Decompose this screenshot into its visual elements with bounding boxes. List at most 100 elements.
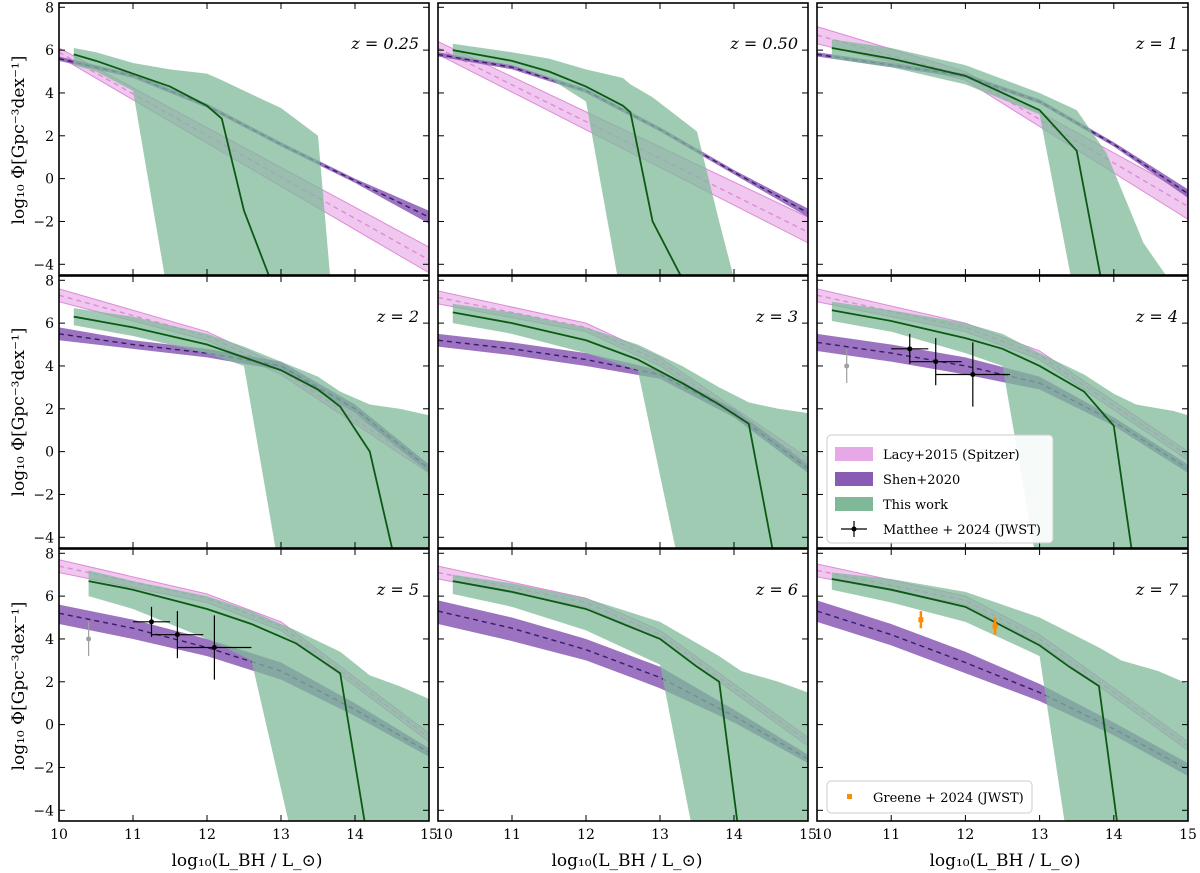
thiswork-line [73,315,393,548]
thiswork-band [831,572,1188,821]
legend-main: Lacy+2015 (Spitzer) Shen+2020 This work Mat… [826,434,1054,544]
thiswork-line [831,578,1118,821]
y-tick-label: 2 [45,402,54,418]
panel-8: 10 11 12 13 14 15 z = 6 [435,548,817,843]
thiswork-band [73,308,429,548]
legend-swatch-shen [835,472,873,486]
greene-point-2 [992,617,998,635]
y-tick-label: −2 [33,487,54,503]
legend-swatch-thiswork [835,497,873,511]
panel-5: z = 3 [437,275,809,549]
greene-point-marker [918,617,924,623]
y-tick-label: 6 [45,589,54,605]
y-tick-label: 8 [45,546,54,562]
panel-frame [816,548,1189,822]
matthee-point-2-marker [174,632,180,638]
plot-area [438,40,808,275]
x-tick-label: 12 [198,827,216,843]
matthee-point-2 [151,611,204,659]
x-tick-label: 11 [503,827,521,843]
thiswork-line [452,49,682,275]
thiswork-band [831,301,1188,548]
plot-area [59,288,429,548]
plot-area [59,559,429,821]
y-tick-label: −2 [33,214,54,230]
shen-band [438,600,808,764]
x-tick-label: 11 [124,827,142,843]
shen-band [817,600,1188,777]
panel-6: z = 4 Lacy+2015 (Spitzer) Shen+2020 This wo… [816,275,1189,549]
thiswork-line [452,580,739,821]
redshift-label: z = 7 [1135,580,1179,599]
x-tick-label: 13 [1031,827,1049,843]
y-tick-label: 8 [45,0,54,16]
x-tick-label: 12 [577,827,595,843]
panel-grid: −4 −2 0 2 4 6 8 z = 0.25 z = 0.50 z = 1 −4 −2 0 2 4 6 8 z… [33,0,1197,843]
redshift-label: z = 5 [376,580,419,599]
y-tick-label: 2 [45,129,54,145]
y-tick-label: 0 [45,172,54,188]
x-tick-label: 15 [420,827,438,843]
xlabel-col2: log₁₀(L_BH / L_⊙) [551,851,702,871]
legend-label-shen: Shen+2020 [883,473,960,488]
panel-2: z = 0.50 [437,2,809,276]
panel-frame [816,275,1189,549]
x-tick-label: 12 [956,827,974,843]
matthee-grey-point-1 [844,348,850,384]
matthee-grey-point-1-marker [844,363,850,369]
x-tick-label: 14 [346,827,364,843]
panel-frame [816,2,1189,276]
matthee-point-3 [935,342,1010,407]
redshift-label: z = 4 [1135,307,1178,326]
matthee-point-3 [177,615,252,680]
shen-line [438,53,808,214]
y-tick-label: 4 [45,359,54,375]
shen-line [438,610,808,760]
redshift-label: z = 3 [755,307,798,326]
y-tick-label: 6 [45,43,54,59]
lacy-line [59,51,429,261]
x-tick-label: 10 [435,827,453,843]
x-tick-label: 15 [1179,827,1197,843]
y-tick-label: 2 [45,675,54,691]
thiswork-band [88,570,429,821]
legend-label-matthee: Matthee + 2024 (JWST) [883,523,1041,538]
thiswork-band [73,47,331,275]
matthee-point-3-marker [970,372,976,378]
redshift-label: z = 0.50 [729,34,798,53]
y-tick-label: 6 [45,316,54,332]
plot-area [438,565,808,821]
greene-point-marker [992,623,998,629]
legend-box [826,434,1054,544]
panel-9: 10 11 12 13 14 15 z = 7 Greene + 2024 (JWST) [814,548,1197,843]
plot-area [438,290,808,548]
thiswork-band [831,39,1166,275]
shen-band [59,604,429,757]
x-tick-label: 10 [50,827,68,843]
redshift-label: z = 2 [376,307,419,326]
lacy-line [59,294,429,470]
panel-frame [437,2,809,276]
y-tick-label: −4 [33,530,54,546]
thiswork-band [452,574,808,821]
y-tick-label: 0 [45,718,54,734]
thiswork-line [88,580,366,821]
thiswork-band [452,303,808,548]
panel-1: −4 −2 0 2 4 6 8 z = 0.25 [33,0,430,276]
matthee-point-3-marker [211,645,217,651]
matthee-point-1 [133,606,170,637]
xlabel-col3: log₁₀(L_BH / L_⊙) [929,851,1080,871]
thiswork-line [831,309,1133,548]
panel-4: −4 −2 0 2 4 6 8 z = 2 [33,273,430,549]
panel-frame [58,548,430,822]
plot-area [59,47,429,275]
legend-label-thiswork: This work [883,498,948,513]
x-tick-label: 15 [799,827,817,843]
x-tick-label: 14 [1105,827,1123,843]
y-tick-label: 0 [45,445,54,461]
legend-swatch-greene [847,794,852,799]
x-tick-label: 13 [272,827,290,843]
redshift-label: z = 6 [755,580,798,599]
y-tick-label: −2 [33,760,54,776]
